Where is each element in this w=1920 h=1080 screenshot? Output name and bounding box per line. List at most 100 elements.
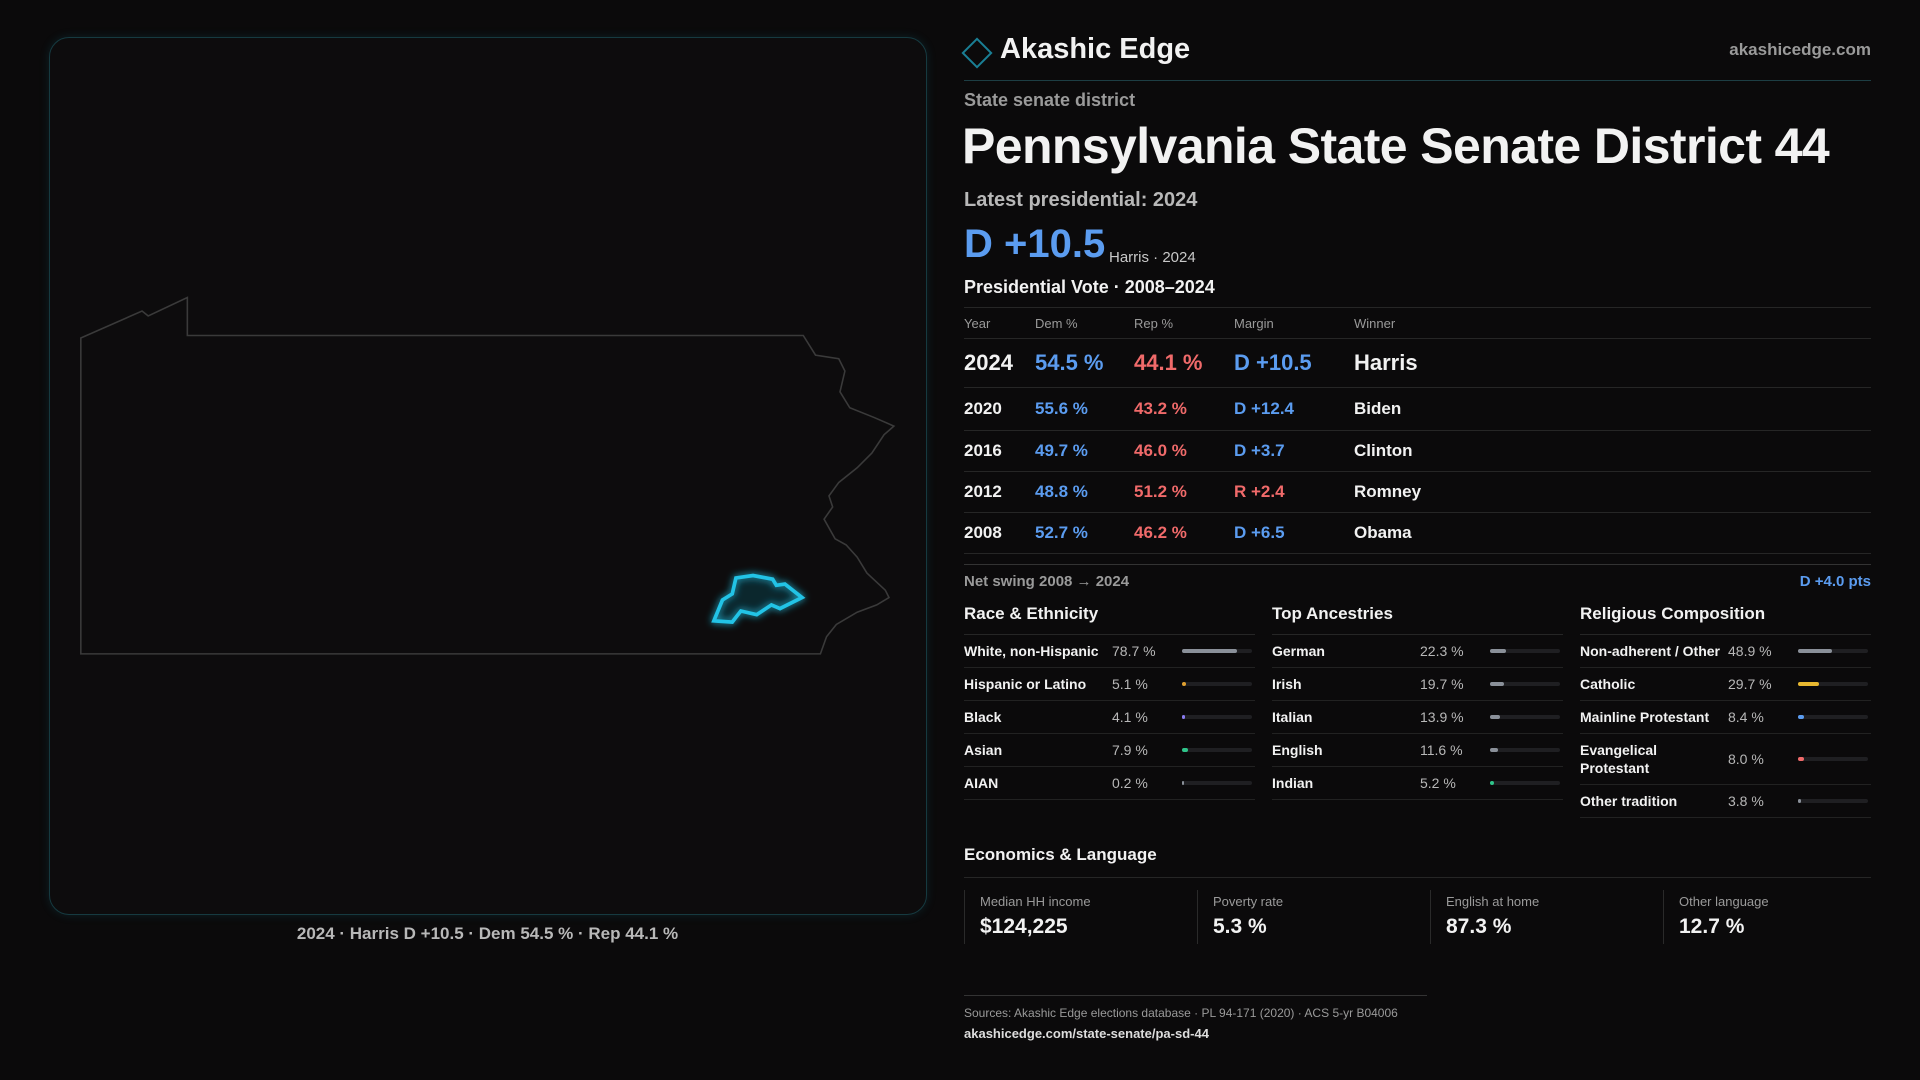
bar xyxy=(1798,757,1804,761)
table-header: Year Dem % Rep % Margin Winner xyxy=(964,308,1871,339)
item-row: Irish 19.7 % xyxy=(1272,668,1563,701)
bar-track xyxy=(1182,748,1252,752)
bar-track xyxy=(1182,715,1252,719)
brand-name: Akashic Edge xyxy=(1000,33,1191,65)
column-header: Margin xyxy=(1234,316,1274,331)
stat-card: Median HH income $124,225 xyxy=(964,890,1190,944)
item-row: Other tradition 3.8 % xyxy=(1580,785,1871,818)
item-label: Non-adherent / Other xyxy=(1580,643,1721,659)
bar-track xyxy=(1798,715,1868,719)
table-row: 2008 52.7 % 46.2 % D +6.5 Obama xyxy=(964,512,1871,554)
stat-card: English at home 87.3 % xyxy=(1430,890,1656,944)
table-row: 2012 48.8 % 51.2 % R +2.4 Romney xyxy=(964,471,1871,513)
item-label: Irish xyxy=(1272,676,1302,692)
bar xyxy=(1490,748,1499,752)
item-value: 29.7 % xyxy=(1728,676,1772,692)
section: Religious Composition Non-adherent / Othe… xyxy=(1580,600,1871,818)
table-cell: Clinton xyxy=(1354,440,1413,460)
table-cell: 46.2 % xyxy=(1134,522,1187,542)
economics-title: Economics & Language xyxy=(964,845,1157,864)
item-row: White, non-Hispanic 78.7 % xyxy=(964,635,1255,668)
table-row: 2024 54.5 % 44.1 % D +10.5 Harris xyxy=(964,338,1871,388)
table-cell: Romney xyxy=(1354,481,1422,501)
bar xyxy=(1490,715,1500,719)
item-value: 4.1 % xyxy=(1112,709,1148,725)
swing-label: Net swing 2008 → 2024 xyxy=(964,573,1130,590)
table-cell: 2008 xyxy=(964,522,1002,542)
district-highlight xyxy=(711,573,806,624)
bar-track xyxy=(1490,715,1560,719)
item-value: 5.2 % xyxy=(1420,775,1456,791)
bar xyxy=(1182,748,1188,752)
bar-track xyxy=(1798,649,1868,653)
title: Pennsylvania State Senate District 44 xyxy=(962,118,1830,174)
bar xyxy=(1182,781,1184,785)
stat-value: 87.3 % xyxy=(1446,915,1512,938)
table-cell: D +12.4 xyxy=(1234,398,1295,418)
table-cell: Harris xyxy=(1354,349,1418,375)
table-cell: 55.6 % xyxy=(1035,398,1088,418)
bar xyxy=(1182,715,1185,719)
table-cell: Obama xyxy=(1354,522,1412,542)
section-title: Religious Composition xyxy=(1580,600,1871,635)
item-row: Hispanic or Latino 5.1 % xyxy=(964,668,1255,701)
headline-margin: D +10.5 xyxy=(964,222,1106,266)
item-value: 8.0 % xyxy=(1728,751,1764,767)
table-row: 2020 55.6 % 43.2 % D +12.4 Biden xyxy=(964,387,1871,431)
table-row: 2016 49.7 % 46.0 % D +3.7 Clinton xyxy=(964,430,1871,472)
section: Top Ancestries German 22.3 % Irish 19.7 % Ita… xyxy=(1272,600,1563,800)
footer-url: akashicedge.com/state-senate/pa-sd-44 xyxy=(964,1026,1209,1041)
bar xyxy=(1798,682,1819,686)
item-label: White, non-Hispanic xyxy=(964,643,1099,659)
table-cell: Biden xyxy=(1354,398,1402,418)
section-title: Top Ancestries xyxy=(1272,600,1563,635)
item-value: 5.1 % xyxy=(1112,676,1148,692)
table-cell: R +2.4 xyxy=(1234,481,1285,501)
map-caption: 2024 · Harris D +10.5 · Dem 54.5 % · Rep… xyxy=(296,924,679,943)
table-cell: 2012 xyxy=(964,481,1002,501)
bar xyxy=(1798,799,1801,803)
column-header: Year xyxy=(964,316,991,331)
kicker: State senate district xyxy=(964,90,1136,110)
bar-track xyxy=(1798,682,1868,686)
bar xyxy=(1798,649,1833,653)
item-value: 22.3 % xyxy=(1420,643,1464,659)
item-label: Italian xyxy=(1272,709,1313,725)
stat-card: Poverty rate 5.3 % xyxy=(1197,890,1423,944)
item-label: AIAN xyxy=(964,775,999,791)
stat-label: English at home xyxy=(1446,894,1540,909)
table-cell: 48.8 % xyxy=(1035,481,1088,501)
item-label: Catholic xyxy=(1580,676,1636,692)
table-cell: 2020 xyxy=(964,398,1002,418)
bar-track xyxy=(1798,799,1868,803)
item-value: 8.4 % xyxy=(1728,709,1764,725)
item-label: English xyxy=(1272,742,1323,758)
item-value: 3.8 % xyxy=(1728,793,1764,809)
stat-label: Other language xyxy=(1679,894,1769,909)
table-cell: D +6.5 xyxy=(1234,522,1285,542)
column-header: Winner xyxy=(1354,316,1396,331)
bar xyxy=(1490,781,1494,785)
item-label: Hispanic or Latino xyxy=(964,676,1087,692)
table-cell: D +10.5 xyxy=(1234,349,1312,375)
item-row: Catholic 29.7 % xyxy=(1580,668,1871,701)
brand-url: akashicedge.com xyxy=(1729,40,1871,59)
item-label: Indian xyxy=(1272,775,1314,791)
table-cell: 44.1 % xyxy=(1134,349,1203,375)
bar xyxy=(1182,649,1238,653)
item-row: Indian 5.2 % xyxy=(1272,767,1563,800)
stat-label: Poverty rate xyxy=(1213,894,1284,909)
item-row: German 22.3 % xyxy=(1272,635,1563,668)
item-row: AIAN 0.2 % xyxy=(964,767,1255,800)
item-row: Non-adherent / Other 48.9 % xyxy=(1580,635,1871,668)
item-row: Asian 7.9 % xyxy=(964,734,1255,767)
section: Race & Ethnicity White, non-Hispanic 78.7 … xyxy=(964,600,1255,800)
table-cell: D +3.7 xyxy=(1234,440,1285,460)
bar-track xyxy=(1490,682,1560,686)
item-label: Evangelical Protestant xyxy=(1580,742,1658,776)
item-label: Asian xyxy=(964,742,1003,758)
stat-value: 12.7 % xyxy=(1679,915,1745,938)
stat-label: Median HH income xyxy=(980,894,1091,909)
